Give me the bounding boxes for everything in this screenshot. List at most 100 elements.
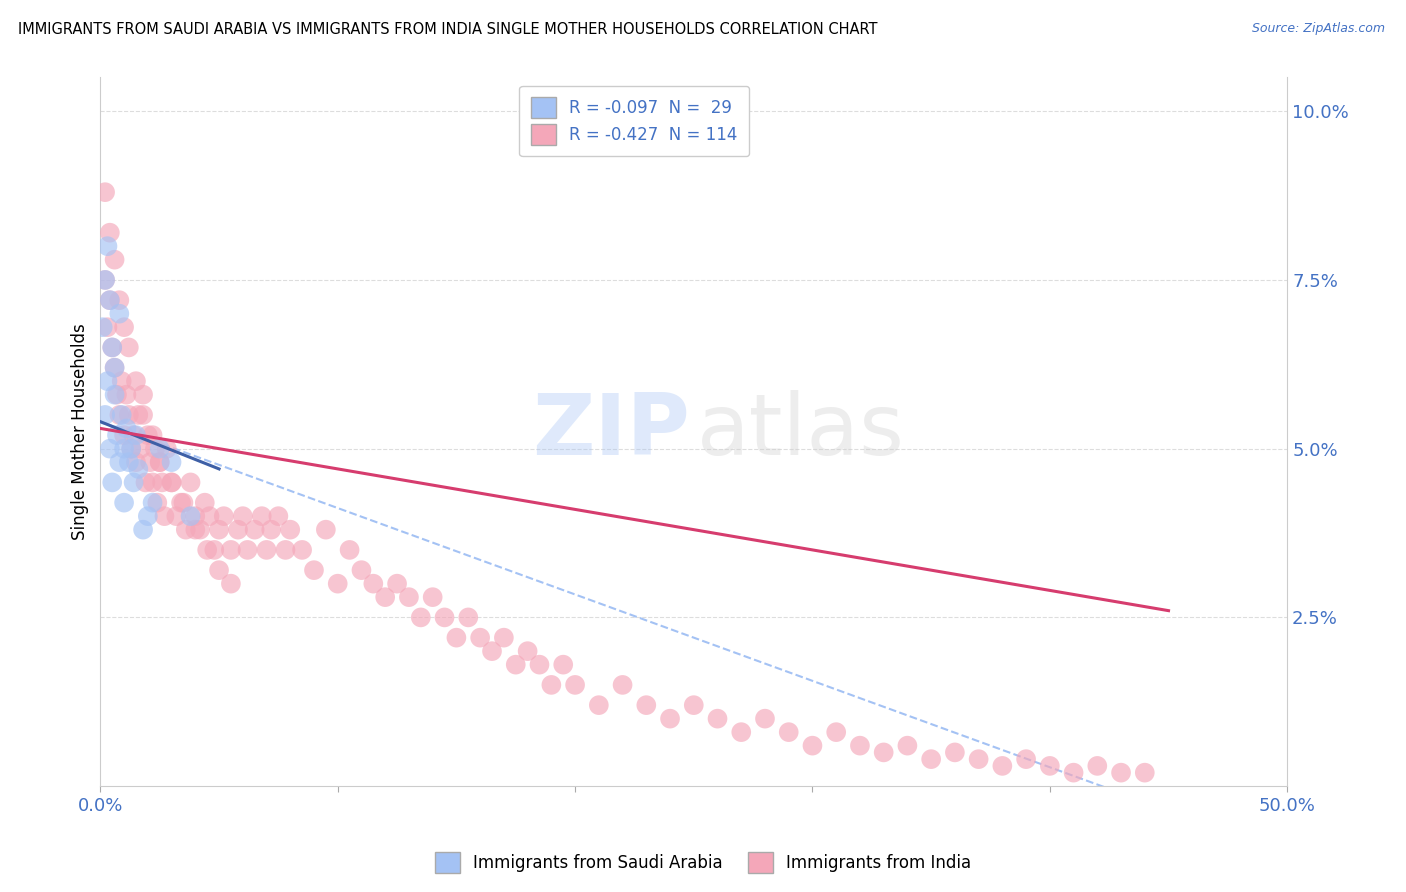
- Point: [194, 496, 217, 510]
- Point: [174, 523, 197, 537]
- Y-axis label: Single Mother Households: Single Mother Households: [72, 324, 89, 541]
- Point: [1133, 765, 1156, 780]
- Point: [433, 610, 456, 624]
- Point: [149, 455, 172, 469]
- Point: [553, 657, 575, 672]
- Point: [96, 320, 118, 334]
- Point: [195, 542, 218, 557]
- Point: [180, 509, 202, 524]
- Point: [142, 428, 165, 442]
- Point: [136, 428, 159, 442]
- Point: [198, 509, 221, 524]
- Point: [98, 442, 121, 456]
- Point: [219, 576, 242, 591]
- Text: Source: ZipAtlas.com: Source: ZipAtlas.com: [1251, 22, 1385, 36]
- Point: [94, 185, 117, 199]
- Point: [326, 576, 349, 591]
- Point: [112, 496, 135, 510]
- Point: [315, 523, 337, 537]
- Point: [256, 542, 278, 557]
- Point: [682, 698, 704, 713]
- Point: [98, 293, 121, 308]
- Point: [529, 657, 551, 672]
- Point: [118, 408, 141, 422]
- Point: [706, 712, 728, 726]
- Point: [125, 374, 148, 388]
- Point: [104, 387, 127, 401]
- Point: [160, 455, 183, 469]
- Point: [165, 509, 187, 524]
- Point: [112, 428, 135, 442]
- Point: [115, 421, 138, 435]
- Text: ZIP: ZIP: [533, 391, 690, 474]
- Point: [108, 455, 131, 469]
- Point: [920, 752, 942, 766]
- Point: [134, 475, 156, 490]
- Point: [374, 590, 396, 604]
- Point: [363, 576, 385, 591]
- Point: [208, 563, 231, 577]
- Point: [143, 442, 166, 456]
- Point: [101, 475, 124, 490]
- Point: [104, 360, 127, 375]
- Point: [94, 273, 117, 287]
- Point: [943, 745, 966, 759]
- Text: atlas: atlas: [697, 391, 905, 474]
- Point: [1085, 759, 1108, 773]
- Point: [260, 523, 283, 537]
- Text: IMMIGRANTS FROM SAUDI ARABIA VS IMMIGRANTS FROM INDIA SINGLE MOTHER HOUSEHOLDS C: IMMIGRANTS FROM SAUDI ARABIA VS IMMIGRAN…: [18, 22, 877, 37]
- Point: [94, 273, 117, 287]
- Point: [122, 428, 145, 442]
- Point: [291, 542, 314, 557]
- Point: [112, 320, 135, 334]
- Point: [236, 542, 259, 557]
- Point: [98, 293, 121, 308]
- Point: [156, 442, 179, 456]
- Point: [184, 523, 207, 537]
- Point: [778, 725, 800, 739]
- Point: [118, 340, 141, 354]
- Point: [160, 475, 183, 490]
- Point: [849, 739, 872, 753]
- Legend: R = -0.097  N =  29, R = -0.427  N = 114: R = -0.097 N = 29, R = -0.427 N = 114: [519, 86, 749, 156]
- Point: [136, 509, 159, 524]
- Point: [274, 542, 297, 557]
- Point: [101, 340, 124, 354]
- Point: [208, 523, 231, 537]
- Point: [149, 442, 172, 456]
- Point: [226, 523, 249, 537]
- Point: [188, 523, 211, 537]
- Point: [801, 739, 824, 753]
- Point: [112, 442, 135, 456]
- Point: [104, 252, 127, 267]
- Point: [250, 509, 273, 524]
- Point: [202, 542, 225, 557]
- Point: [302, 563, 325, 577]
- Point: [142, 475, 165, 490]
- Point: [659, 712, 682, 726]
- Point: [122, 475, 145, 490]
- Point: [730, 725, 752, 739]
- Point: [98, 226, 121, 240]
- Point: [127, 408, 149, 422]
- Point: [481, 644, 503, 658]
- Point: [588, 698, 610, 713]
- Point: [96, 374, 118, 388]
- Point: [1109, 765, 1132, 780]
- Point: [108, 408, 131, 422]
- Point: [278, 523, 301, 537]
- Point: [1015, 752, 1038, 766]
- Point: [139, 455, 162, 469]
- Point: [422, 590, 444, 604]
- Point: [111, 408, 134, 422]
- Point: [564, 678, 586, 692]
- Point: [1063, 765, 1085, 780]
- Point: [873, 745, 896, 759]
- Point: [91, 320, 114, 334]
- Point: [612, 678, 634, 692]
- Point: [125, 455, 148, 469]
- Point: [101, 340, 124, 354]
- Point: [149, 455, 172, 469]
- Point: [104, 360, 127, 375]
- Point: [150, 475, 173, 490]
